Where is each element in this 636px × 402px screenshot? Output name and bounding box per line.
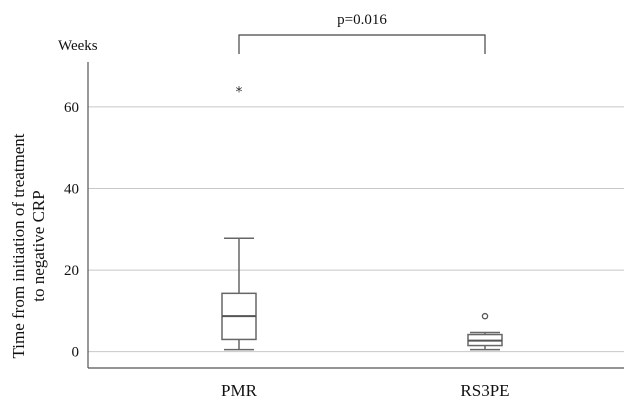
x-category-label-pmr: PMR [221,381,258,400]
y-axis-title-line-1: Time from initiation of treatment [9,133,28,358]
boxes: * [221,84,503,351]
p-value-label: p=0.016 [337,12,387,28]
category-labels: PMR RS3PE [221,381,510,400]
significance-bracket-line [238,34,486,54]
grid-lines [88,106,624,353]
y-tick-labels: 0 20 40 60 [64,100,79,361]
axes [87,62,624,369]
y-tick-label-0: 0 [72,345,80,361]
significance-bracket [238,34,486,54]
rs3pe-outlier-0 [481,312,489,320]
y-tick-label-60: 60 [64,100,79,116]
x-category-label-rs3pe: RS3PE [460,381,509,400]
y-tick-label-40: 40 [64,181,79,197]
y-tick-label-20: 20 [64,263,79,279]
pmr-extreme-0: * [236,84,243,100]
y-axis-title-line-2: to negative CRP [29,190,48,301]
y-unit-label: Weeks [58,38,98,54]
